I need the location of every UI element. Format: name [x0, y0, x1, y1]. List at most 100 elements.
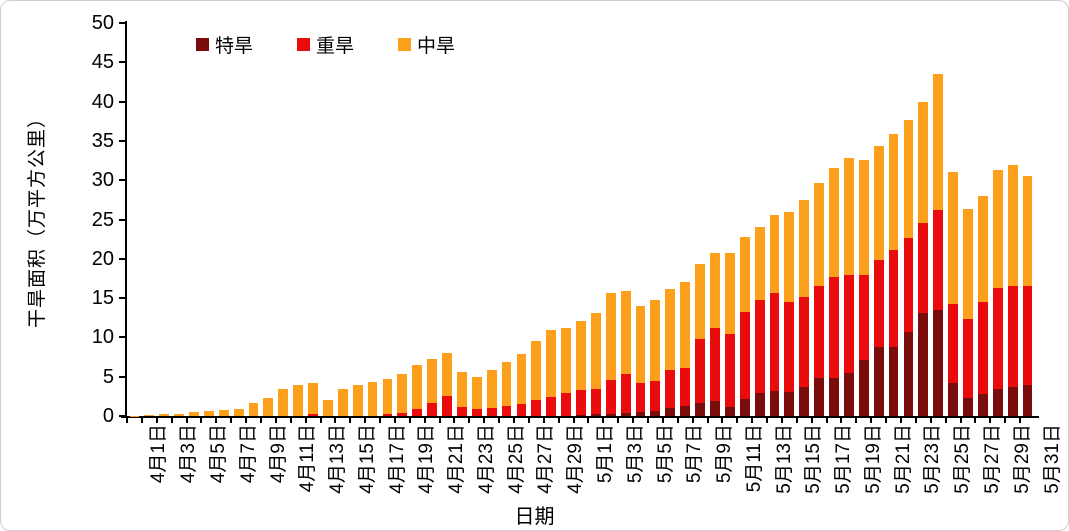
segment-中旱 [189, 412, 199, 416]
legend-item-中旱: 中旱 [398, 31, 455, 58]
segment-特旱 [933, 309, 944, 416]
bar-slot-4月11日 [274, 23, 291, 423]
stacked-bar [814, 182, 825, 416]
segment-特旱 [754, 393, 765, 416]
segment-重旱 [605, 379, 616, 414]
segment-重旱 [1022, 286, 1033, 385]
x-tick-label: 4月17日 [386, 424, 408, 494]
stacked-bar [189, 412, 199, 416]
segment-特旱 [977, 394, 988, 416]
segment-中旱 [516, 353, 527, 405]
x-tick-mark [780, 418, 783, 423]
segment-中旱 [620, 291, 631, 375]
segment-中旱 [724, 253, 735, 335]
x-tick-label: 4月7日 [237, 424, 259, 484]
x-tick-mark [855, 418, 858, 423]
segment-中旱 [263, 397, 274, 416]
y-tick-mark [119, 179, 126, 182]
segment-中旱 [293, 385, 304, 416]
x-tick-label: 5月29日 [1011, 424, 1033, 494]
stacked-bar [531, 340, 542, 416]
stacked-bar [650, 299, 661, 416]
bar-slot-4月14日 [319, 23, 336, 423]
stacked-bar [784, 211, 795, 416]
x-tick-mark [230, 418, 233, 423]
y-tick-mark [119, 297, 126, 300]
x-tick-label: 4月15日 [356, 424, 378, 494]
segment-中旱 [1022, 175, 1033, 287]
x-tick-label: 4月5日 [207, 424, 229, 484]
segment-重旱 [963, 318, 973, 398]
x-tick-label: 5月1日 [595, 424, 616, 484]
segment-中旱 [486, 369, 497, 409]
segment-特旱 [903, 331, 914, 416]
legend-label: 特旱 [215, 36, 254, 57]
segment-中旱 [977, 195, 988, 303]
y-axis-line [125, 21, 127, 418]
x-tick-mark [498, 418, 501, 423]
stacked-bar [293, 385, 304, 416]
x-tick-label: 4月29日 [565, 424, 587, 494]
x-tick-label: 4月13日 [327, 424, 349, 494]
segment-中旱 [546, 329, 557, 398]
x-tick-mark [170, 418, 173, 423]
x-tick-mark [706, 418, 709, 423]
x-tick-mark [632, 418, 635, 423]
segment-特旱 [590, 414, 601, 416]
x-tick-mark [304, 418, 307, 423]
x-tick-label: 5月3日 [624, 424, 646, 484]
x-tick-label: 5月5日 [654, 424, 676, 484]
segment-重旱 [873, 259, 884, 347]
segment-中旱 [784, 211, 795, 303]
segment-中旱 [754, 226, 765, 300]
bar-slot-5月5日 [632, 23, 648, 423]
x-tick-label: 4月19日 [416, 424, 438, 494]
segment-中旱 [590, 313, 601, 390]
bar-slot-4月21日 [423, 23, 440, 423]
stacked-bar [635, 305, 646, 416]
segment-重旱 [903, 237, 914, 332]
stacked-bar [501, 361, 512, 416]
stacked-bar [665, 289, 676, 416]
x-tick-mark [393, 418, 396, 423]
segment-特旱 [963, 397, 973, 416]
y-tick-mark [119, 22, 126, 24]
segment-重旱 [739, 312, 750, 399]
stacked-bar [367, 382, 378, 416]
x-tick-mark [513, 418, 516, 423]
stacked-bar [427, 358, 438, 416]
segment-重旱 [769, 293, 780, 391]
segment-中旱 [665, 289, 676, 370]
legend: 特旱 重旱 中旱 [196, 31, 455, 58]
x-tick-label: 4月21日 [446, 424, 468, 494]
stacked-bar [858, 159, 869, 416]
segment-中旱 [144, 415, 155, 416]
segment-特旱 [576, 415, 586, 416]
x-tick-mark [1019, 418, 1022, 423]
x-tick-mark [185, 418, 188, 423]
bar-slot-4月15日 [334, 23, 350, 423]
y-tick-mark [119, 336, 126, 339]
stacked-bar [248, 403, 259, 416]
x-tick-mark [423, 418, 426, 423]
x-tick-label: 5月21日 [892, 424, 914, 494]
stacked-bar [144, 415, 155, 416]
bar-slot-4月13日 [304, 23, 321, 423]
x-tick-mark [795, 418, 798, 423]
y-tick-mark [119, 100, 126, 103]
segment-中旱 [992, 170, 1003, 288]
x-tick-mark [736, 418, 739, 423]
y-tick-mark [119, 257, 126, 260]
segment-重旱 [590, 389, 601, 415]
stacked-bar [590, 313, 601, 416]
bar-slot-5月8日 [676, 23, 693, 423]
bar-slot-4月6日 [200, 23, 216, 423]
x-tick-mark [602, 418, 605, 423]
segment-重旱 [858, 275, 869, 361]
x-tick-label: 5月25日 [952, 424, 974, 494]
x-tick-mark [140, 418, 143, 423]
x-tick-mark [825, 418, 828, 423]
x-tick-mark [453, 418, 456, 423]
segment-重旱 [799, 296, 810, 387]
x-tick-mark [617, 418, 620, 423]
